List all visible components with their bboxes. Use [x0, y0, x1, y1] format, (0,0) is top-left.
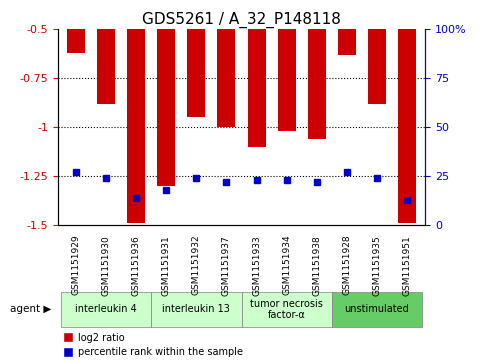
Bar [157, 29, 175, 186]
Bar [398, 29, 416, 223]
FancyBboxPatch shape [242, 292, 332, 327]
Bar [247, 29, 266, 147]
Bar [127, 29, 145, 223]
Bar [97, 29, 115, 103]
Text: interleukin 13: interleukin 13 [162, 304, 230, 314]
Text: tumor necrosis
factor-α: tumor necrosis factor-α [250, 298, 323, 320]
FancyBboxPatch shape [61, 292, 151, 327]
Text: unstimulated: unstimulated [344, 304, 409, 314]
Legend: log2 ratio, percentile rank within the sample: log2 ratio, percentile rank within the s… [59, 329, 246, 361]
Bar [308, 29, 326, 139]
Bar [368, 29, 386, 103]
Bar [67, 29, 85, 53]
Bar [217, 29, 236, 127]
Text: agent ▶: agent ▶ [10, 304, 52, 314]
Text: interleukin 4: interleukin 4 [75, 304, 137, 314]
Bar [338, 29, 356, 54]
FancyBboxPatch shape [332, 292, 422, 327]
Title: GDS5261 / A_32_P148118: GDS5261 / A_32_P148118 [142, 12, 341, 28]
Bar [278, 29, 296, 131]
FancyBboxPatch shape [151, 292, 242, 327]
Bar [187, 29, 205, 117]
